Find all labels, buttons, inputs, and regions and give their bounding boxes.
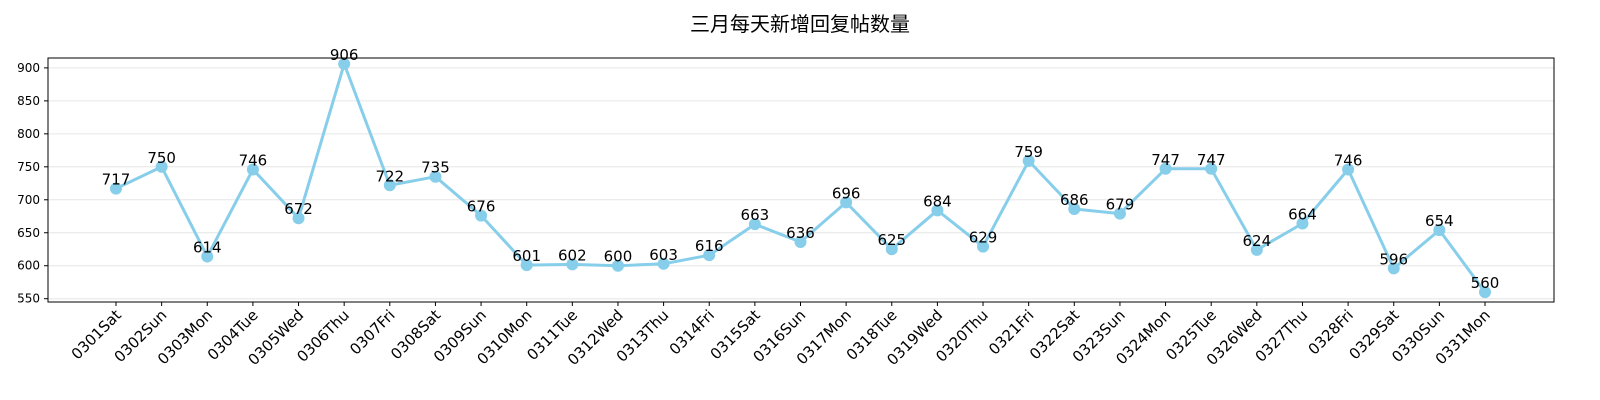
- data-label: 676: [467, 198, 496, 216]
- data-label: 746: [1334, 151, 1363, 169]
- data-point: [748, 218, 761, 231]
- data-label: 735: [421, 159, 450, 177]
- data-label: 717: [102, 171, 131, 189]
- data-label: 722: [375, 167, 404, 185]
- data-point: [201, 250, 214, 263]
- data-point: [840, 196, 853, 209]
- y-tick-label: 550: [17, 292, 40, 306]
- data-point: [475, 209, 488, 222]
- data-label: 906: [330, 46, 359, 64]
- data-point: [794, 235, 807, 248]
- data-label: 654: [1425, 212, 1454, 230]
- y-tick-label: 750: [17, 160, 40, 174]
- y-tick-label: 650: [17, 226, 40, 240]
- data-label: 663: [741, 206, 770, 224]
- y-axis: 550 600 650 700 750 800 850 900: [17, 61, 48, 306]
- data-label: 664: [1288, 206, 1317, 224]
- data-label: 602: [558, 246, 587, 264]
- data-point: [1296, 217, 1309, 230]
- data-point: [1342, 163, 1355, 176]
- data-point: [1113, 207, 1126, 220]
- data-point: [657, 257, 670, 270]
- series: [110, 57, 1491, 299]
- y-tick-label: 700: [17, 193, 40, 207]
- data-point: [292, 212, 305, 225]
- data-point: [1022, 154, 1035, 167]
- y-tick-label: 850: [17, 94, 40, 108]
- data-label: 600: [604, 248, 633, 266]
- data-label: 560: [1471, 274, 1500, 292]
- data-point: [703, 249, 716, 262]
- chart-title: 三月每天新增回复帖数量: [690, 12, 910, 36]
- data-label: 614: [193, 238, 222, 256]
- data-point: [1433, 224, 1446, 237]
- data-point: [1205, 162, 1218, 175]
- data-label: 672: [284, 200, 313, 218]
- data-point: [520, 259, 533, 272]
- data-point: [1479, 286, 1491, 299]
- data-point: [1250, 243, 1263, 256]
- data-point: [338, 57, 351, 70]
- data-point: [110, 182, 122, 195]
- data-point: [1387, 262, 1400, 275]
- data-point: [1068, 203, 1081, 216]
- data-label: 696: [832, 184, 861, 202]
- data-label: 747: [1151, 151, 1180, 169]
- data-label: 601: [512, 247, 541, 265]
- data-point: [611, 259, 624, 272]
- data-label: 596: [1379, 250, 1408, 268]
- data-label: 636: [786, 224, 815, 242]
- y-tick-label: 900: [17, 61, 40, 75]
- data-point: [931, 204, 944, 217]
- data-point: [1159, 162, 1172, 175]
- data-label: 684: [923, 192, 952, 210]
- y-tick-label: 800: [17, 127, 40, 141]
- data-label: 625: [877, 231, 906, 249]
- data-point: [566, 258, 579, 271]
- data-labels: 717 750 614 746 672 906 722 735 676 601 602 600 603 6…: [102, 46, 1500, 292]
- data-label: 616: [695, 237, 724, 255]
- data-point: [885, 243, 898, 256]
- data-label: 746: [239, 151, 268, 169]
- data-label: 686: [1060, 191, 1089, 209]
- data-label: 629: [969, 229, 998, 247]
- plot-frame: [47, 57, 1555, 303]
- data-label: 747: [1197, 151, 1226, 169]
- data-label: 759: [1014, 143, 1043, 161]
- data-label: 679: [1106, 196, 1135, 214]
- y-tick-label: 600: [17, 259, 40, 273]
- data-label: 750: [147, 149, 176, 167]
- series-line: [115, 62, 1487, 293]
- data-label: 603: [649, 246, 678, 264]
- data-point: [383, 179, 396, 192]
- grid: [48, 67, 1554, 300]
- x-axis: 0301Sat0302Sun0303Mon0304Tue0305Wed0306T…: [68, 302, 1494, 369]
- data-label: 624: [1243, 232, 1272, 250]
- data-point: [155, 160, 168, 173]
- data-point: [246, 163, 259, 176]
- data-point: [429, 170, 442, 183]
- data-point: [977, 240, 990, 253]
